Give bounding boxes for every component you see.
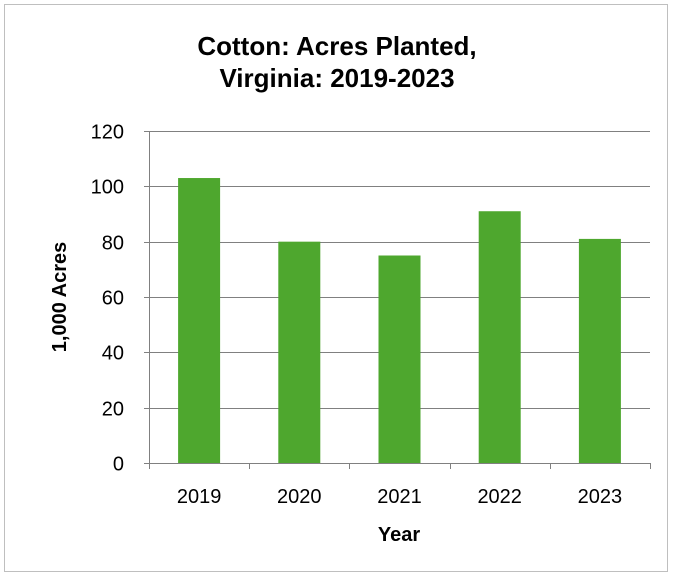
x-tick-label: 2020	[277, 486, 322, 508]
x-tick-label: 2023	[578, 486, 623, 508]
axes	[144, 131, 651, 469]
y-tick-label: 40	[102, 343, 124, 365]
chart-title-line-2: Virginia: 2019-2023	[219, 63, 455, 93]
x-tick-label: 2022	[477, 486, 522, 508]
y-tick-label: 0	[113, 454, 124, 476]
y-axis-label: 1,000 Acres	[49, 242, 71, 352]
x-tick-label: 2021	[377, 486, 422, 508]
bar-2023	[578, 238, 621, 463]
y-tick-label: 60	[102, 288, 124, 310]
bar-2022	[478, 211, 521, 463]
y-tick-label: 100	[91, 177, 124, 199]
x-tick-label: 2019	[177, 486, 222, 508]
bars	[178, 178, 621, 464]
x-axis-label: Year	[378, 524, 420, 546]
y-tick-label: 20	[102, 399, 124, 421]
chart-frame	[4, 4, 668, 572]
bar-2020	[278, 241, 321, 463]
bar-2021	[378, 255, 421, 463]
y-tick-labels: 0 20 40 60 80 100 120	[91, 122, 124, 476]
chart-title: Cotton: Acres Planted, Virginia: 2019-20…	[0, 30, 674, 94]
bar-2019	[178, 178, 221, 464]
chart-title-line-1: Cotton: Acres Planted,	[197, 31, 477, 61]
y-tick-label: 120	[91, 122, 124, 144]
y-tick-label: 80	[102, 233, 124, 255]
x-tick-labels: 2019 2020 2021 2022 2023	[177, 486, 622, 508]
